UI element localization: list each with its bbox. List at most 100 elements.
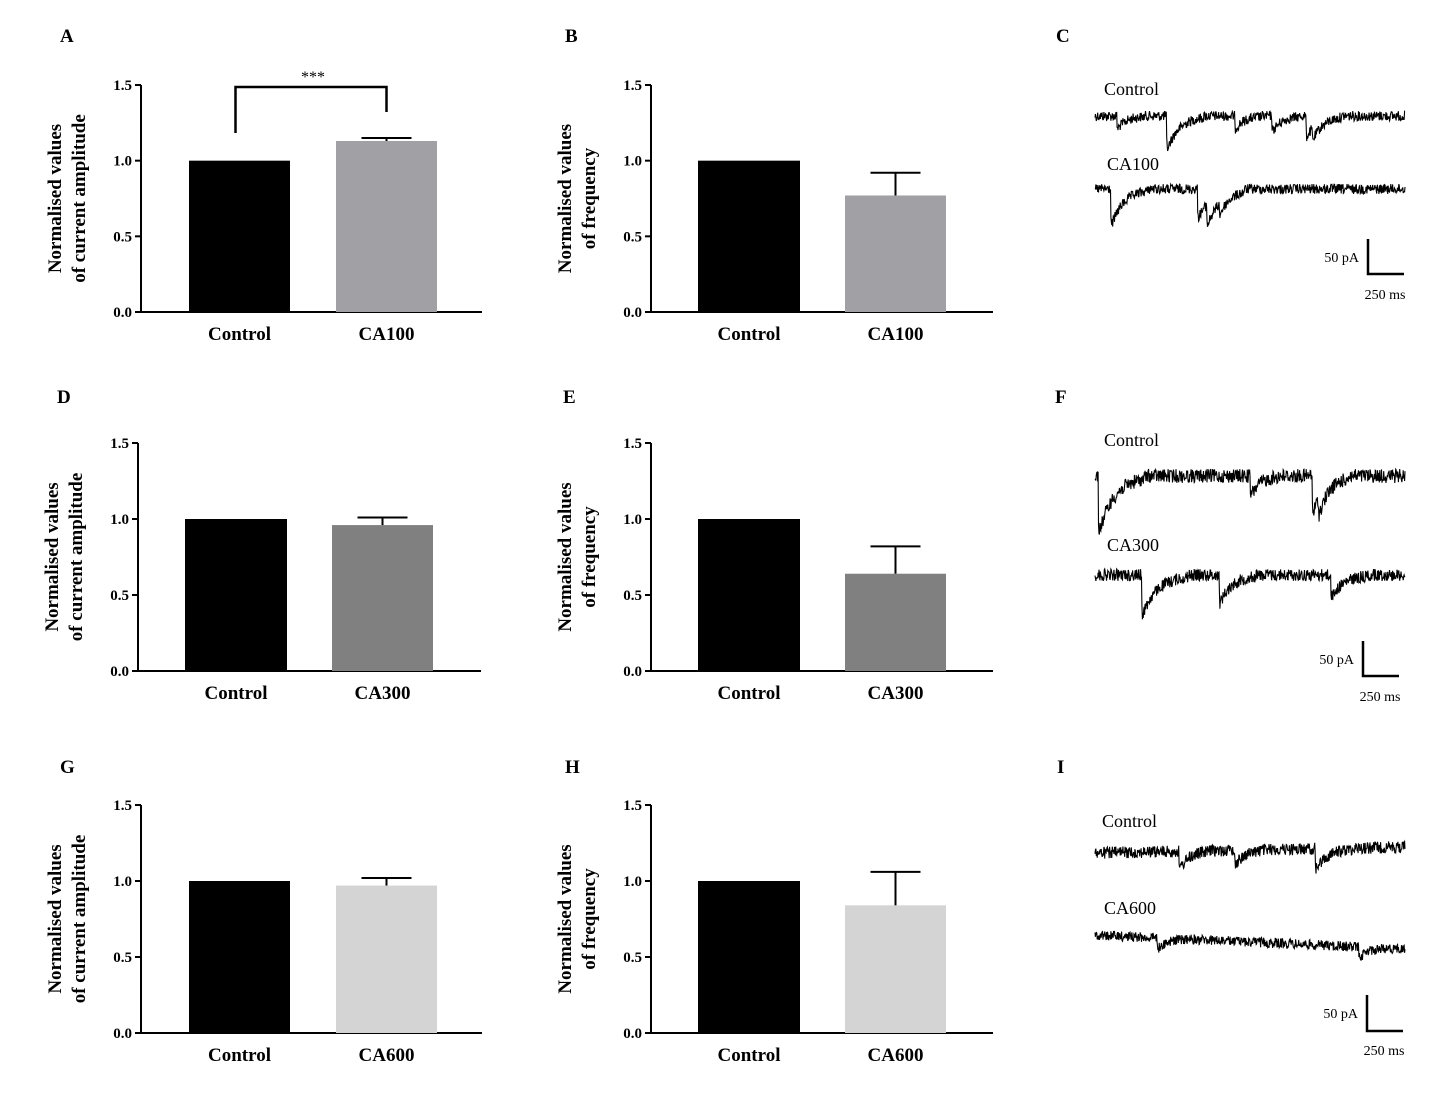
trace-label: Control bbox=[1104, 79, 1159, 99]
current-trace bbox=[1094, 930, 1406, 961]
scale-time-label: 250 ms bbox=[1364, 1044, 1405, 1059]
panel-letter: A bbox=[60, 26, 74, 47]
category-label: CA100 bbox=[868, 324, 924, 345]
y-tick-label: 0.0 bbox=[623, 1026, 642, 1042]
panel-letter: C bbox=[1056, 26, 1070, 47]
y-tick-label: 0.0 bbox=[110, 664, 129, 680]
category-label: CA600 bbox=[359, 1045, 415, 1066]
category-label: Control bbox=[208, 324, 271, 345]
chart-panel-g: G 0.0 0.5 1.0 1.5 Normalised values of current… bbox=[45, 757, 482, 1066]
y-axis-label: Normalised values bbox=[555, 124, 576, 273]
y-tick-label: 1.0 bbox=[623, 154, 642, 170]
y-tick-label: 1.0 bbox=[113, 154, 132, 170]
trace-label: Control bbox=[1104, 430, 1159, 450]
y-tick-label: 1.0 bbox=[623, 512, 642, 528]
y-tick-label: 0.5 bbox=[113, 950, 132, 966]
current-trace bbox=[1094, 567, 1406, 620]
panel-letter: B bbox=[565, 26, 578, 47]
y-tick-label: 1.0 bbox=[110, 512, 129, 528]
y-axis-label: of current amplitude bbox=[69, 835, 90, 1004]
panel-letter: D bbox=[57, 387, 71, 408]
category-label: Control bbox=[718, 683, 781, 704]
category-label: CA100 bbox=[359, 324, 415, 345]
y-tick-label: 0.5 bbox=[110, 588, 129, 604]
current-trace bbox=[1094, 467, 1406, 535]
bar-ca600 bbox=[845, 905, 946, 1033]
scale-current-label: 50 pA bbox=[1323, 1007, 1359, 1022]
y-tick-label: 1.0 bbox=[623, 874, 642, 890]
panel-letter: G bbox=[60, 757, 75, 778]
category-label: CA300 bbox=[355, 683, 411, 704]
bar-control bbox=[698, 519, 800, 671]
chart-panel-e: E 0.0 0.5 1.0 1.5 Normalised values of frequen… bbox=[555, 387, 993, 704]
y-tick-label: 0.0 bbox=[113, 1026, 132, 1042]
y-tick-label: 0.0 bbox=[623, 305, 642, 321]
panel-letter: I bbox=[1057, 757, 1064, 778]
bar-ca100 bbox=[336, 140, 437, 312]
y-tick-label: 0.5 bbox=[623, 588, 642, 604]
y-tick-label: 1.5 bbox=[113, 798, 132, 814]
y-tick-label: 0.5 bbox=[623, 229, 642, 245]
y-axis-label: of frequency bbox=[579, 868, 600, 970]
y-tick-label: 1.0 bbox=[113, 874, 132, 890]
y-tick-label: 0.0 bbox=[623, 664, 642, 680]
significance-label: *** bbox=[301, 69, 325, 86]
y-axis-label: of current amplitude bbox=[66, 473, 87, 642]
chart-panel-d: D 0.0 0.5 1.0 1.5 Normalised values of current… bbox=[42, 387, 481, 704]
scale-current-label: 50 pA bbox=[1319, 653, 1355, 668]
chart-panel-a: A 0.0 0.5 1.0 1.5 Normalised values of current… bbox=[45, 26, 482, 345]
trace-label: CA600 bbox=[1104, 898, 1156, 918]
scale-bar bbox=[1366, 239, 1404, 276]
y-axis-label: Normalised values bbox=[42, 482, 63, 631]
trace-panel-f: F Control CA300 50 pA 250 ms bbox=[1055, 387, 1406, 705]
panel-letter: E bbox=[563, 387, 576, 408]
y-tick-label: 0.5 bbox=[623, 950, 642, 966]
y-axis-label: Normalised values bbox=[555, 844, 576, 993]
y-tick-label: 1.5 bbox=[623, 78, 642, 94]
trace-label: Control bbox=[1102, 811, 1157, 831]
scale-time-label: 250 ms bbox=[1365, 288, 1406, 303]
y-axis-label: of current amplitude bbox=[69, 114, 90, 283]
panel-letter: H bbox=[565, 757, 580, 778]
trace-panel-i: I Control CA600 50 pA 250 ms bbox=[1057, 757, 1406, 1059]
chart-panel-b: B 0.0 0.5 1.0 1.5 Normalised values of frequen… bbox=[555, 26, 993, 345]
trace-label: CA100 bbox=[1107, 154, 1159, 174]
y-tick-label: 1.5 bbox=[623, 436, 642, 452]
y-axis-label: of frequency bbox=[579, 506, 600, 608]
bar-control bbox=[189, 160, 290, 312]
bar-ca300 bbox=[332, 525, 433, 671]
y-tick-label: 0.5 bbox=[113, 229, 132, 245]
scale-bar bbox=[1365, 995, 1403, 1033]
y-tick-label: 1.5 bbox=[623, 798, 642, 814]
y-tick-label: 0.0 bbox=[113, 305, 132, 321]
scale-current-label: 50 pA bbox=[1324, 251, 1360, 266]
trace-label: CA300 bbox=[1107, 535, 1159, 555]
scale-bar bbox=[1361, 641, 1399, 678]
y-axis-label: Normalised values bbox=[45, 844, 66, 993]
trace-panel-c: C Control CA100 50 pA 250 ms bbox=[1056, 26, 1406, 303]
chart-panel-h: H 0.0 0.5 1.0 1.5 Normalised values of frequen… bbox=[555, 757, 993, 1066]
bar-ca300 bbox=[845, 573, 946, 671]
category-label: CA600 bbox=[868, 1045, 924, 1066]
panel-letter: F bbox=[1055, 387, 1067, 408]
scale-time-label: 250 ms bbox=[1360, 690, 1401, 705]
category-label: Control bbox=[718, 324, 781, 345]
y-tick-label: 1.5 bbox=[113, 78, 132, 94]
category-label: Control bbox=[205, 683, 268, 704]
significance-bracket bbox=[234, 85, 388, 133]
category-label: Control bbox=[718, 1045, 781, 1066]
bar-control bbox=[189, 881, 290, 1033]
bar-control bbox=[698, 160, 800, 312]
bar-control bbox=[698, 881, 800, 1033]
y-axis-label: of frequency bbox=[579, 147, 600, 249]
bar-control bbox=[185, 519, 287, 671]
category-label: Control bbox=[208, 1045, 271, 1066]
y-axis-label: Normalised values bbox=[45, 124, 66, 273]
bar-ca600 bbox=[336, 885, 437, 1033]
current-trace bbox=[1094, 109, 1406, 152]
y-tick-label: 1.5 bbox=[110, 436, 129, 452]
current-trace bbox=[1094, 839, 1406, 874]
bar-ca100 bbox=[845, 195, 946, 312]
y-axis-label: Normalised values bbox=[555, 482, 576, 631]
